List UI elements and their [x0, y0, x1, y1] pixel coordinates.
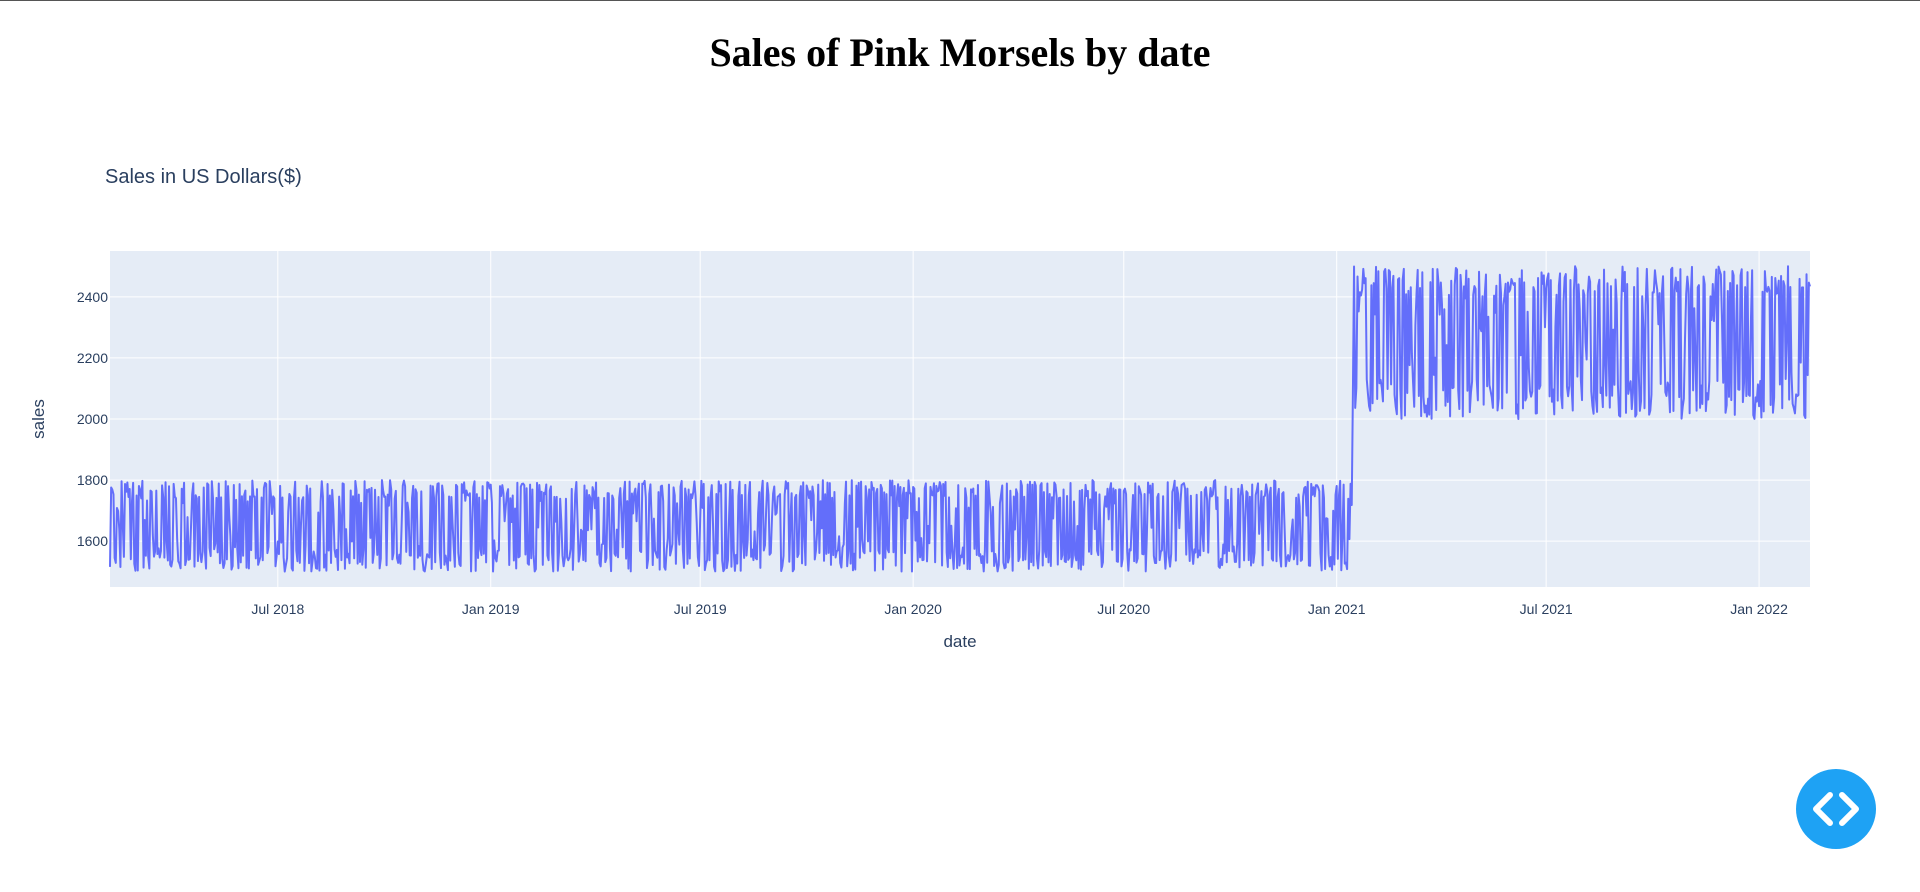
- page-title: Sales of Pink Morsels by date: [709, 30, 1211, 75]
- x-tick-label: Jul 2021: [1520, 601, 1573, 617]
- y-tick-label: 2200: [77, 350, 108, 366]
- y-tick-label: 2000: [77, 411, 108, 427]
- y-axis-title: sales: [29, 399, 48, 439]
- x-tick-label: Jul 2018: [251, 601, 304, 617]
- x-tick-label: Jan 2022: [1730, 601, 1788, 617]
- y-tick-label: 1800: [77, 472, 108, 488]
- x-tick-label: Jan 2020: [884, 601, 942, 617]
- y-axis-ticks: 1600 1800 2000 2200 2400: [77, 289, 108, 549]
- sales-series-line: [109, 265, 1811, 573]
- x-tick-label: Jul 2019: [674, 601, 727, 617]
- chart-title: Sales in US Dollars($): [105, 166, 302, 188]
- y-tick-label: 1600: [77, 533, 108, 549]
- y-tick-label: 2400: [77, 289, 108, 305]
- x-tick-label: Jul 2020: [1097, 601, 1150, 617]
- x-axis-title: date: [943, 632, 976, 651]
- x-tick-label: Jan 2019: [462, 601, 520, 617]
- code-toggle-button[interactable]: [1796, 769, 1876, 849]
- x-tick-label: Jan 2021: [1308, 601, 1366, 617]
- x-axis-ticks: Jul 2018 Jan 2019 Jul 2019 Jan 2020 Jul 2020…: [251, 601, 1788, 617]
- code-icon: [1813, 792, 1859, 826]
- series-layer: [109, 265, 1811, 573]
